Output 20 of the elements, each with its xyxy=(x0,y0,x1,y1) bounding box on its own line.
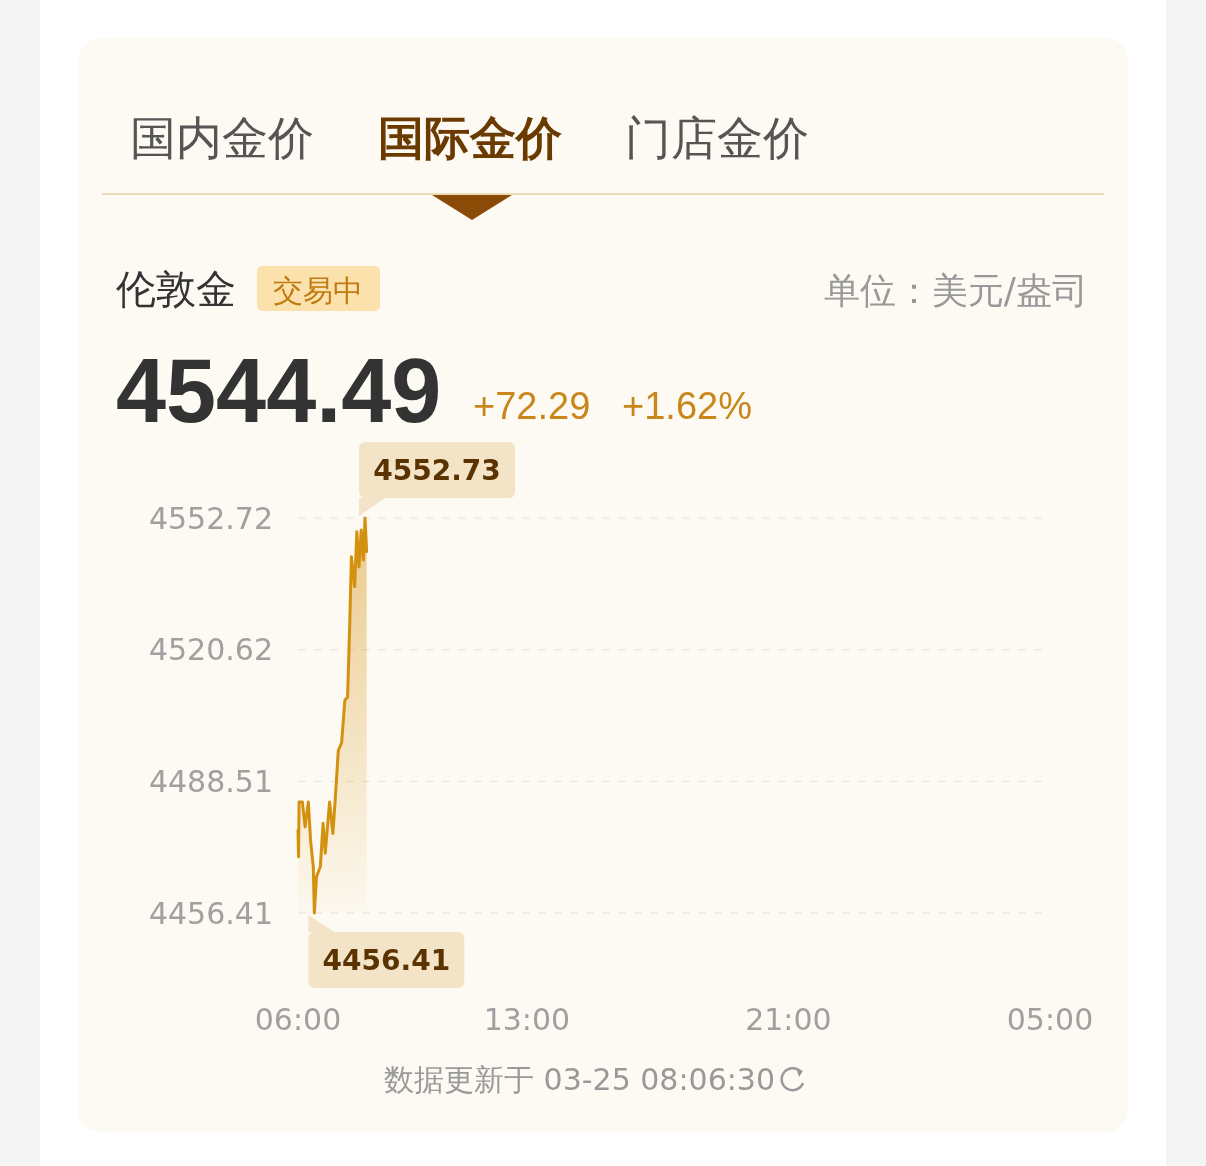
y-tick-label: 4456.41 xyxy=(148,895,273,931)
y-tick-label: 4520.62 xyxy=(148,632,273,668)
text: 门店金价 xyxy=(625,111,809,165)
x-tick-label: 21:00 xyxy=(745,1002,832,1037)
text: 4544.49 xyxy=(116,341,442,441)
text: 国内金价 xyxy=(130,111,314,165)
chart-title: 伦敦金 xyxy=(116,266,236,312)
x-tick-label: 13:00 xyxy=(483,1002,571,1037)
annotation: 4552.73 xyxy=(373,453,501,487)
x-tick-label: 06:00 xyxy=(254,1002,342,1037)
text: +1.62% xyxy=(622,385,752,427)
x-tick-label: 05:00 xyxy=(1006,1002,1094,1037)
text: 数据更新于 03-25 08:06:30 xyxy=(384,1062,775,1097)
y-tick-label: 4552.72 xyxy=(148,500,273,536)
annotation: 4456.41 xyxy=(322,943,451,977)
text: 国际金价 xyxy=(378,111,562,165)
y-tick-label: 4488.51 xyxy=(148,763,273,799)
text: 交易中 xyxy=(273,273,363,308)
text: 单位：美元/盎司 xyxy=(823,270,1088,311)
text: +72.29 xyxy=(473,385,591,427)
